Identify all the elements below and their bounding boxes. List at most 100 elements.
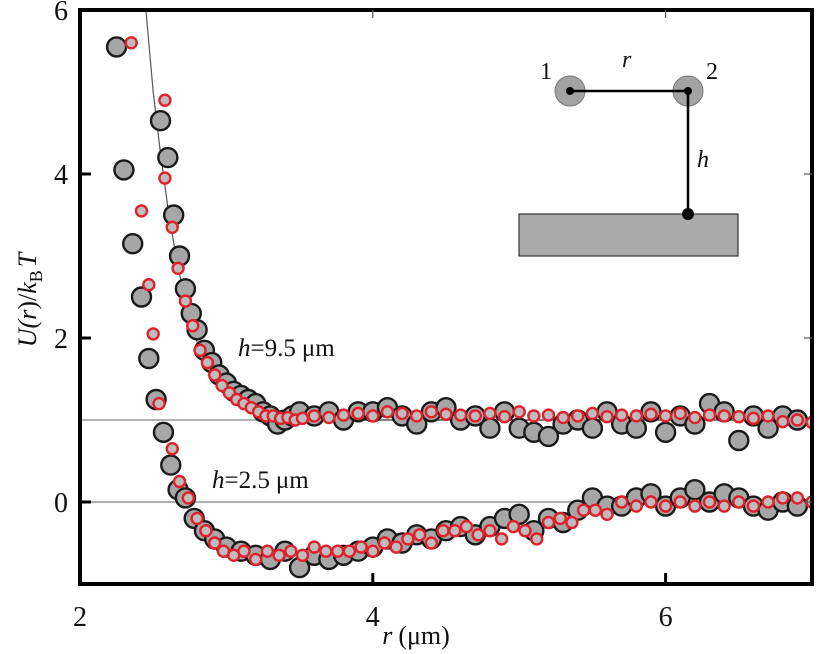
data-point — [732, 410, 746, 424]
data-point — [541, 408, 556, 422]
y-tick-label: 0 — [54, 488, 68, 519]
particle-2-center — [684, 87, 692, 95]
data-point — [459, 519, 474, 534]
data-point — [553, 511, 567, 526]
data-point — [157, 146, 179, 169]
data-point — [518, 524, 532, 538]
data-point — [146, 327, 160, 341]
data-point — [541, 515, 556, 530]
data-point — [468, 409, 482, 423]
data-point — [761, 409, 775, 423]
data-point — [165, 442, 179, 456]
data-point — [152, 396, 166, 411]
data-point — [186, 319, 200, 333]
x-axis-title: r (μm) — [382, 621, 450, 650]
data-point — [351, 406, 365, 421]
data-point — [527, 409, 541, 423]
particle-1-center — [566, 87, 574, 95]
data-point — [380, 405, 395, 419]
data-point — [342, 544, 357, 558]
data-point — [717, 409, 731, 423]
data-point — [732, 495, 746, 509]
data-point — [556, 410, 570, 425]
data-point — [295, 411, 310, 426]
x-tick-label: 2 — [73, 602, 87, 633]
data-point — [200, 355, 215, 370]
data-point — [138, 347, 160, 370]
data-point — [629, 499, 644, 513]
data-point — [295, 548, 310, 562]
annotation-h-2-5: h=2.5 μm — [212, 467, 309, 494]
data-point — [124, 36, 138, 50]
data-point — [178, 294, 193, 308]
data-point — [585, 406, 600, 421]
data-point — [776, 491, 790, 505]
data-point — [483, 524, 497, 538]
data-point — [193, 343, 207, 357]
x-tick-label: 4 — [366, 602, 380, 633]
wall-surface — [518, 213, 739, 257]
data-point — [336, 408, 351, 422]
data-point — [207, 368, 222, 382]
plot-frame — [78, 8, 814, 586]
data-point — [199, 524, 213, 538]
data-point — [377, 536, 392, 550]
data-point — [571, 409, 585, 423]
y-tick-label: 6 — [54, 0, 68, 27]
data-point — [776, 414, 790, 429]
data-point — [439, 407, 453, 421]
data-point — [530, 532, 544, 546]
data-point — [494, 532, 509, 546]
data-point — [702, 495, 717, 509]
data-point — [654, 421, 677, 443]
data-point — [761, 495, 775, 509]
data-point — [702, 408, 717, 422]
wall-contact-point — [682, 208, 694, 220]
data-point — [172, 474, 187, 489]
data-point — [644, 407, 658, 421]
data-point — [401, 532, 415, 546]
data-point — [565, 515, 579, 530]
data-point — [284, 544, 298, 558]
data-point — [436, 524, 450, 538]
annotation-h-9-5: h=9.5 μm — [238, 335, 335, 362]
data-point — [165, 220, 179, 235]
data-point — [190, 511, 204, 526]
data-point — [512, 405, 526, 419]
y-axis-title: U(r)/kBT — [13, 251, 46, 347]
data-point — [688, 499, 702, 513]
data-point — [248, 552, 263, 567]
inset-label-h: h — [697, 147, 709, 173]
data-point — [746, 411, 761, 426]
data-point — [790, 491, 805, 505]
data-point — [149, 109, 172, 132]
inset-label-1: 1 — [540, 59, 552, 85]
data-point — [424, 405, 439, 419]
data-point — [600, 507, 614, 521]
data-point — [237, 544, 251, 558]
data-point — [673, 495, 687, 509]
data-point — [424, 536, 439, 550]
data-point — [576, 503, 591, 517]
series-3 — [124, 36, 812, 567]
series-2 — [105, 36, 809, 579]
data-point — [717, 499, 731, 513]
data-point — [105, 36, 128, 58]
inset-label-r: r — [622, 47, 632, 73]
data-point — [113, 159, 135, 181]
data-point — [453, 408, 468, 422]
data-point — [319, 544, 333, 558]
series-1 — [158, 171, 812, 430]
data-points-layer — [105, 36, 812, 579]
data-point — [142, 278, 156, 292]
data-point — [307, 409, 321, 423]
data-point — [330, 544, 345, 558]
data-point — [366, 544, 380, 558]
data-point — [614, 408, 629, 422]
data-point — [644, 495, 658, 509]
data-point — [389, 540, 403, 554]
data-point — [673, 406, 687, 421]
data-point — [412, 528, 427, 542]
data-point — [746, 499, 761, 513]
